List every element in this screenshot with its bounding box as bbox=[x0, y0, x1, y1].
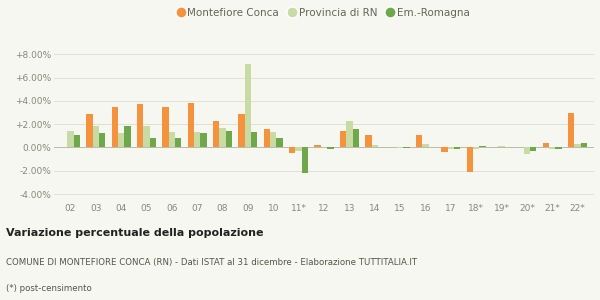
Bar bbox=[270, 132, 277, 147]
Bar bbox=[194, 132, 200, 147]
Bar bbox=[441, 147, 448, 152]
Bar bbox=[454, 147, 460, 148]
Bar bbox=[346, 121, 353, 147]
Bar bbox=[302, 147, 308, 173]
Text: Variazione percentuale della popolazione: Variazione percentuale della popolazione bbox=[6, 227, 263, 238]
Bar bbox=[67, 131, 74, 147]
Bar bbox=[353, 129, 359, 147]
Bar bbox=[365, 135, 371, 147]
Bar bbox=[556, 147, 562, 149]
Bar bbox=[251, 132, 257, 147]
Bar bbox=[422, 144, 428, 147]
Bar bbox=[74, 135, 80, 147]
Bar bbox=[112, 107, 118, 147]
Bar bbox=[314, 145, 321, 147]
Bar bbox=[289, 147, 295, 153]
Bar bbox=[118, 133, 124, 147]
Bar bbox=[340, 131, 346, 147]
Bar bbox=[169, 132, 175, 147]
Bar bbox=[99, 133, 106, 147]
Bar bbox=[403, 147, 410, 148]
Bar bbox=[371, 145, 378, 147]
Bar bbox=[264, 129, 270, 147]
Bar bbox=[238, 114, 245, 147]
Bar bbox=[574, 144, 581, 147]
Bar bbox=[124, 127, 131, 147]
Bar bbox=[277, 138, 283, 147]
Bar bbox=[220, 128, 226, 147]
Bar bbox=[137, 104, 143, 147]
Bar bbox=[568, 112, 574, 147]
Bar bbox=[200, 133, 207, 147]
Bar bbox=[448, 147, 454, 149]
Bar bbox=[143, 126, 150, 147]
Bar bbox=[150, 138, 156, 147]
Bar bbox=[473, 147, 479, 148]
Bar bbox=[479, 146, 485, 147]
Legend: Montefiore Conca, Provincia di RN, Em.-Romagna: Montefiore Conca, Provincia di RN, Em.-R… bbox=[174, 3, 474, 22]
Bar bbox=[163, 107, 169, 147]
Bar bbox=[295, 147, 302, 151]
Bar bbox=[188, 103, 194, 147]
Bar bbox=[530, 147, 536, 151]
Bar bbox=[327, 147, 334, 149]
Bar bbox=[92, 126, 99, 147]
Bar bbox=[175, 138, 181, 147]
Bar bbox=[467, 147, 473, 172]
Bar bbox=[581, 143, 587, 147]
Text: (*) post-censimento: (*) post-censimento bbox=[6, 284, 92, 293]
Bar bbox=[416, 135, 422, 147]
Bar bbox=[498, 146, 505, 147]
Bar bbox=[397, 147, 403, 148]
Bar bbox=[542, 143, 549, 147]
Bar bbox=[524, 147, 530, 154]
Bar bbox=[86, 114, 92, 147]
Bar bbox=[213, 121, 220, 147]
Bar bbox=[226, 130, 232, 147]
Bar bbox=[549, 147, 556, 148]
Text: COMUNE DI MONTEFIORE CONCA (RN) - Dati ISTAT al 31 dicembre - Elaborazione TUTTI: COMUNE DI MONTEFIORE CONCA (RN) - Dati I… bbox=[6, 259, 417, 268]
Bar bbox=[245, 64, 251, 147]
